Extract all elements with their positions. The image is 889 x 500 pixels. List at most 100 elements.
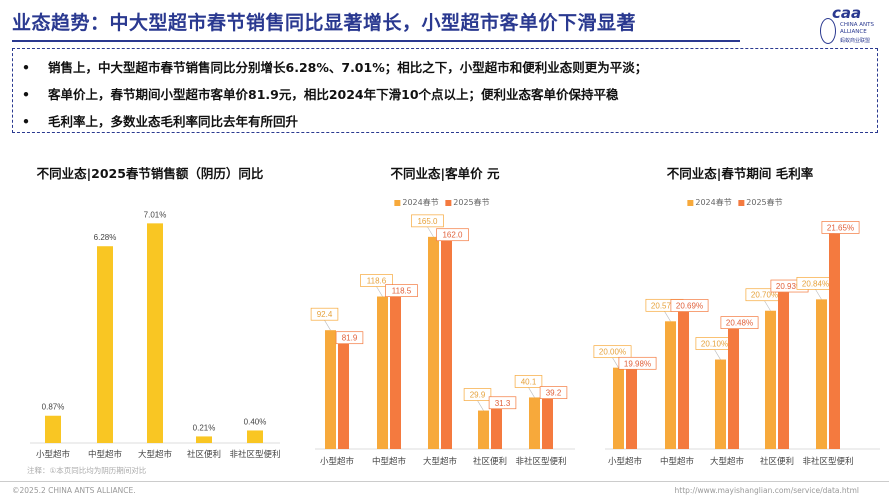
data-label: 20.84% bbox=[802, 279, 829, 288]
data-label: 20.70% bbox=[751, 291, 778, 300]
category-label: 小型超市 bbox=[320, 456, 355, 467]
bar-2024春节 bbox=[816, 299, 827, 449]
data-label: 20.48% bbox=[726, 319, 753, 328]
logo-text: 蚂蚁商业联盟 bbox=[840, 38, 871, 44]
label-leader bbox=[324, 320, 331, 331]
category-label: 非社区型便利 bbox=[515, 456, 566, 467]
bar-2025春节 bbox=[728, 328, 739, 449]
footnote: 注释：①本页同比均为阴历期间对比 bbox=[27, 466, 147, 475]
bar-2025春节 bbox=[491, 408, 502, 449]
label-leader bbox=[477, 400, 484, 411]
bar-2025春节 bbox=[338, 343, 349, 449]
data-label: 0.21% bbox=[193, 423, 216, 432]
summary-item: • 毛利率上，多数业态毛利率同比去年有所回升 bbox=[22, 111, 298, 130]
source-url: http://www.mayishanglian.com/service/dat… bbox=[674, 486, 859, 495]
legend-swatch-2024 bbox=[687, 199, 694, 206]
label-box bbox=[670, 299, 709, 312]
data-label: 7.01% bbox=[144, 210, 167, 219]
data-label: 21.65% bbox=[827, 223, 854, 232]
footer-divider bbox=[0, 481, 889, 482]
label-leader bbox=[528, 387, 535, 398]
data-label: 31.3 bbox=[495, 399, 511, 408]
label-leader bbox=[764, 300, 771, 311]
logo-text: ALLIANCE bbox=[840, 29, 867, 35]
logo-mark: caa bbox=[832, 4, 862, 22]
chart-title-ticket: 不同业态|客单价 元 bbox=[390, 166, 500, 181]
data-label: 29.9 bbox=[470, 391, 486, 400]
legend-swatch-2025 bbox=[445, 199, 452, 206]
bar-2024春节 bbox=[715, 359, 726, 449]
category-label: 小型超市 bbox=[36, 449, 71, 460]
bullet-icon: • bbox=[22, 87, 30, 102]
category-label: 中型超市 bbox=[660, 456, 695, 467]
bar-2025春节 bbox=[441, 240, 452, 449]
legend-label: 2025春节 bbox=[453, 198, 490, 207]
summary-text: 销售上，中大型超市春节销售同比分别增长6.28%、7.01%；相比之下，小型超市… bbox=[48, 60, 648, 75]
label-leader bbox=[664, 311, 671, 322]
data-label: 20.00% bbox=[599, 348, 626, 357]
bar-2024春节 bbox=[613, 367, 624, 449]
summary-item: • 销售上，中大型超市春节销售同比分别增长6.28%、7.01%；相比之下，小型超… bbox=[22, 57, 647, 76]
logo-text: CHINA ANTS bbox=[840, 22, 874, 28]
bar-2025春节 bbox=[678, 311, 689, 449]
data-label: 118.6 bbox=[367, 277, 387, 286]
category-label: 社区便利 bbox=[760, 456, 794, 467]
label-box bbox=[618, 356, 657, 370]
category-label: 大型超市 bbox=[138, 449, 173, 460]
legend-margin: 2024春节 2025春节 bbox=[683, 197, 783, 208]
data-label: 162.0 bbox=[442, 231, 463, 240]
category-label: 大型超市 bbox=[710, 456, 745, 467]
data-label: 92.4 bbox=[317, 310, 333, 319]
category-label: 社区便利 bbox=[187, 449, 221, 460]
data-label: 0.87% bbox=[42, 403, 65, 412]
data-label: 20.10% bbox=[701, 340, 728, 349]
label-box bbox=[593, 345, 632, 359]
legend-swatch-2024 bbox=[394, 199, 401, 206]
summary-text: 客单价上，春节期间小型超市客单价81.9元，相比2024年下滑10个点以上；便利… bbox=[48, 87, 619, 102]
chart-title-margin: 不同业态|春节期间 毛利率 bbox=[666, 166, 814, 181]
bar bbox=[247, 430, 263, 443]
logo-ant-icon bbox=[820, 18, 836, 44]
legend-label: 2025春节 bbox=[746, 198, 783, 207]
logo: caa CHINA ANTS ALLIANCE 蚂蚁商业联盟 bbox=[818, 4, 882, 46]
label-box bbox=[539, 386, 568, 399]
category-label: 大型超市 bbox=[423, 456, 458, 467]
label-box bbox=[411, 214, 444, 228]
data-label: 20.93% bbox=[776, 282, 803, 291]
legend-label: 2024春节 bbox=[695, 198, 732, 207]
bar-2025春节 bbox=[829, 233, 840, 449]
chart-title-sales: 不同业态|2025春节销售额（阴历）同比 bbox=[36, 166, 264, 181]
label-leader bbox=[815, 289, 822, 300]
data-label: 19.98% bbox=[624, 359, 651, 368]
data-label: 39.2 bbox=[546, 389, 562, 398]
summary-text: 毛利率上，多数业态毛利率同比去年有所回升 bbox=[48, 114, 299, 129]
category-label: 非社区型便利 bbox=[229, 449, 280, 460]
bar bbox=[97, 246, 113, 443]
data-label: 165.0 bbox=[417, 217, 438, 226]
category-label: 非社区型便利 bbox=[802, 456, 853, 467]
bar-2024春节 bbox=[765, 310, 776, 449]
bar-2024春节 bbox=[377, 296, 388, 449]
data-label: 81.9 bbox=[342, 334, 358, 343]
label-leader bbox=[612, 357, 619, 368]
bar-2025春节 bbox=[542, 398, 553, 449]
label-box bbox=[463, 388, 492, 401]
summary-item: • 客单价上，春节期间小型超市客单价81.9元，相比2024年下滑10个点以上；便… bbox=[22, 84, 619, 103]
data-label: 118.5 bbox=[392, 287, 412, 296]
legend-ticket: 2024春节 2025春节 bbox=[390, 197, 490, 208]
label-box bbox=[335, 331, 364, 345]
category-label: 小型超市 bbox=[608, 456, 643, 467]
category-label: 中型超市 bbox=[372, 456, 407, 467]
bar bbox=[45, 415, 61, 443]
page-title: 业态趋势：中大型超市春节销售同比显著增长，小型超市客单价下滑显著 bbox=[12, 12, 637, 34]
bar bbox=[196, 436, 212, 443]
label-leader bbox=[427, 226, 434, 238]
data-label: 40.1 bbox=[521, 377, 537, 386]
summary-box bbox=[12, 48, 878, 133]
data-label: 0.40% bbox=[244, 417, 267, 426]
label-box bbox=[436, 228, 469, 242]
label-box bbox=[821, 221, 860, 234]
bar-2024春节 bbox=[478, 410, 489, 449]
label-leader bbox=[714, 349, 721, 360]
